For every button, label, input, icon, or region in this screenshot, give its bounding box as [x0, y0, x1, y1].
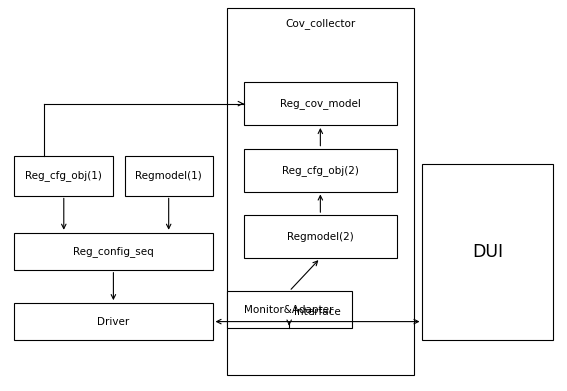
- Text: Reg_cfg_obj(2): Reg_cfg_obj(2): [282, 165, 359, 176]
- FancyBboxPatch shape: [14, 303, 213, 340]
- FancyBboxPatch shape: [244, 215, 397, 258]
- Text: Monitor&Adapter: Monitor&Adapter: [244, 305, 334, 315]
- FancyBboxPatch shape: [14, 233, 213, 270]
- FancyBboxPatch shape: [227, 8, 414, 375]
- FancyBboxPatch shape: [227, 291, 352, 328]
- FancyBboxPatch shape: [244, 149, 397, 192]
- Text: Cov_collector: Cov_collector: [285, 18, 356, 29]
- Text: Driver: Driver: [98, 317, 129, 326]
- FancyBboxPatch shape: [244, 82, 397, 125]
- Text: Reg_cov_model: Reg_cov_model: [280, 98, 361, 109]
- Text: DUI: DUI: [472, 243, 503, 261]
- FancyBboxPatch shape: [14, 156, 113, 196]
- Text: Regmodel(2): Regmodel(2): [287, 231, 354, 242]
- FancyBboxPatch shape: [125, 156, 213, 196]
- Text: Regmodel(1): Regmodel(1): [136, 171, 202, 181]
- Text: Interface: Interface: [294, 307, 341, 317]
- Text: Reg_cfg_obj(1): Reg_cfg_obj(1): [26, 170, 102, 181]
- Text: Reg_config_seq: Reg_config_seq: [73, 246, 154, 256]
- FancyBboxPatch shape: [422, 164, 553, 340]
